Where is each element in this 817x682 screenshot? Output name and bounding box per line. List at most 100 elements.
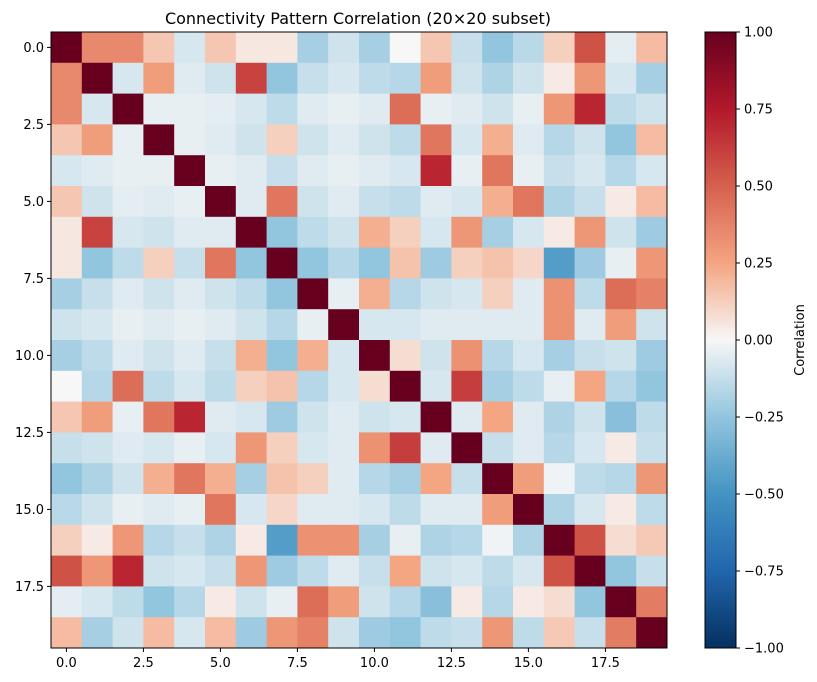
chart-title: Connectivity Pattern Correlation (20×20 … [165, 9, 551, 28]
heatmap-cell-10-10 [359, 340, 391, 372]
heatmap-cell-19-14 [482, 617, 514, 649]
heatmap-cell-5-15 [513, 186, 545, 218]
heatmap-cell-19-17 [574, 617, 606, 649]
heatmap-cell-0-2 [112, 32, 144, 64]
heatmap-cell-1-9 [328, 62, 360, 95]
y-tick-label: 2.5 [23, 118, 44, 133]
heatmap-cell-18-10 [359, 586, 391, 618]
heatmap-cell-17-18 [605, 555, 637, 587]
heatmap-cell-0-7 [266, 32, 298, 64]
heatmap-cell-3-7 [266, 124, 298, 156]
heatmap-cell-12-11 [389, 401, 422, 433]
colorbar-axis: −1.00 −0.75 −0.50 −0.25 0.00 0.25 0.50 0.75 1.00 [736, 26, 784, 657]
heatmap-cell-4-10 [359, 155, 391, 187]
heatmap-cell-17-12 [420, 555, 452, 587]
heatmap-cell-13-6 [235, 432, 268, 464]
heatmap-cell-15-19 [636, 494, 668, 526]
heatmap-cell-9-10 [359, 309, 391, 341]
heatmap-cell-0-17 [574, 32, 606, 64]
heatmap-cell-15-9 [328, 494, 360, 526]
heatmap-cell-8-8 [297, 278, 329, 310]
heatmap-cell-12-6 [235, 401, 268, 433]
colorbar-tick-label: −0.75 [744, 565, 784, 580]
heatmap-cell-2-7 [266, 93, 298, 125]
y-tick-label: 17.5 [15, 580, 44, 595]
y-tick-label: 10.0 [15, 349, 44, 364]
heatmap-cell-7-10 [359, 247, 391, 279]
heatmap-cell-12-1 [81, 401, 114, 433]
heatmap-cell-10-14 [482, 340, 514, 372]
heatmap-cell-16-17 [574, 524, 606, 557]
heatmap-cell-13-7 [266, 432, 298, 464]
heatmap-cell-2-0 [51, 93, 83, 125]
heatmap-cell-14-5 [205, 463, 237, 495]
heatmap-cell-14-12 [420, 463, 452, 495]
heatmap-cell-13-2 [112, 432, 144, 464]
heatmap-cell-3-16 [543, 124, 576, 156]
heatmap-cell-4-1 [81, 155, 114, 187]
heatmap-cell-3-11 [389, 124, 422, 156]
colorbar-tick-label: 1.00 [744, 26, 773, 41]
heatmap-cell-7-13 [451, 247, 483, 279]
heatmap-cell-18-14 [482, 586, 514, 618]
heatmap-cell-0-11 [389, 32, 422, 64]
heatmap-cell-17-13 [451, 555, 483, 587]
heatmap-cell-5-14 [482, 186, 514, 218]
heatmap-cell-19-19 [636, 617, 668, 649]
heatmap-cell-10-8 [297, 340, 329, 372]
heatmap-cell-10-18 [605, 340, 637, 372]
heatmap-cell-1-16 [543, 62, 576, 95]
heatmap-cell-6-7 [266, 216, 298, 249]
heatmap-cell-18-18 [605, 586, 637, 618]
heatmap-cell-0-14 [482, 32, 514, 64]
heatmap-cell-7-11 [389, 247, 422, 279]
heatmap-cell-12-2 [112, 401, 144, 433]
heatmap-cell-11-18 [605, 370, 637, 403]
heatmap-cell-12-8 [297, 401, 329, 433]
heatmap-cell-13-18 [605, 432, 637, 464]
heatmap-cell-18-11 [389, 586, 422, 618]
heatmap-cell-13-16 [543, 432, 576, 464]
heatmap-cell-17-17 [574, 555, 606, 587]
colorbar-tick-label: −0.25 [744, 411, 784, 426]
heatmap-cell-1-12 [420, 62, 452, 95]
heatmap-cell-4-11 [389, 155, 422, 187]
heatmap-cell-10-16 [543, 340, 576, 372]
y-tick-label: 12.5 [15, 426, 44, 441]
heatmap-cell-6-19 [636, 216, 668, 249]
heatmap-cell-3-8 [297, 124, 329, 156]
x-tick-label: 7.5 [287, 656, 308, 671]
heatmap-cell-18-9 [328, 586, 360, 618]
heatmap-cell-15-12 [420, 494, 452, 526]
heatmap-cell-4-7 [266, 155, 298, 187]
heatmap-cell-15-18 [605, 494, 637, 526]
heatmap-cell-18-16 [543, 586, 576, 618]
heatmap-cell-12-7 [266, 401, 298, 433]
heatmap-cell-1-2 [112, 62, 144, 95]
heatmap-cell-2-10 [359, 93, 391, 125]
heatmap-cell-9-5 [205, 309, 237, 341]
heatmap-cell-6-9 [328, 216, 360, 249]
heatmap-cell-15-4 [174, 494, 206, 526]
heatmap-cell-5-10 [359, 186, 391, 218]
heatmap-cell-17-16 [543, 555, 576, 587]
heatmap-cell-3-6 [235, 124, 268, 156]
heatmap-cell-2-6 [235, 93, 268, 125]
heatmap-cell-17-5 [205, 555, 237, 587]
heatmap-cell-14-15 [513, 463, 545, 495]
heatmap-cell-11-3 [143, 370, 175, 403]
heatmap-cell-9-8 [297, 309, 329, 341]
y-tick-label: 0.0 [23, 41, 44, 56]
heatmap-cell-14-10 [359, 463, 391, 495]
heatmap-cell-7-18 [605, 247, 637, 279]
heatmap-cell-0-19 [636, 32, 668, 64]
heatmap-cell-5-4 [174, 186, 206, 218]
heatmap-cell-15-13 [451, 494, 483, 526]
colorbar-label: Correlation [793, 304, 808, 376]
heatmap-cell-4-9 [328, 155, 360, 187]
heatmap-cell-17-2 [112, 555, 144, 587]
colorbar-tick-label: −0.50 [744, 488, 784, 503]
heatmap-cell-8-12 [420, 278, 452, 310]
heatmap-cell-0-5 [205, 32, 237, 64]
heatmap-cell-17-3 [143, 555, 175, 587]
